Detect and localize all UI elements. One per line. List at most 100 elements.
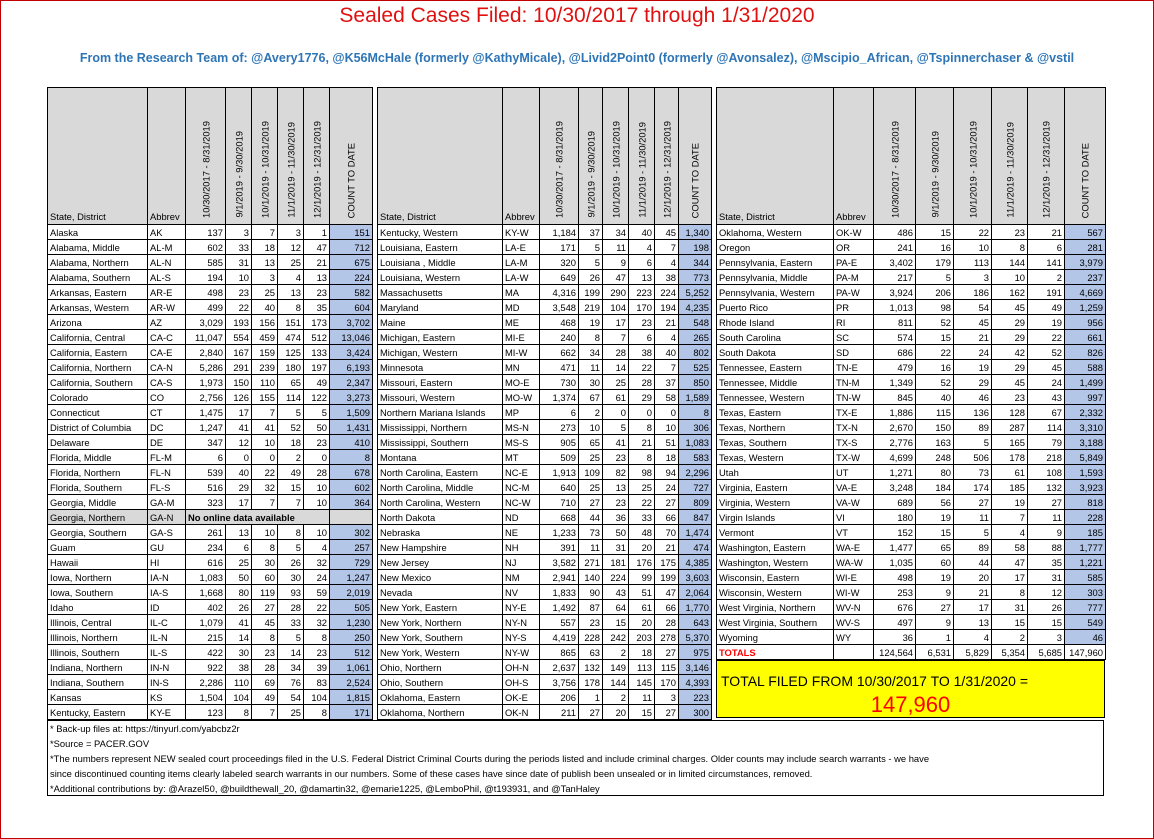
district-name: Tennessee, Eastern [716, 359, 834, 375]
district-name: Missouri, Eastern [377, 374, 503, 390]
district-name: Virginia, Eastern [716, 479, 834, 495]
period-count: 2,637 [539, 659, 579, 675]
period-count: 19 [915, 569, 954, 585]
period-count: 4 [654, 329, 679, 345]
period-count: 165 [991, 434, 1028, 450]
period-count: 2,776 [873, 434, 916, 450]
period-count: 21 [654, 539, 679, 555]
count-to-date: 548 [678, 314, 712, 330]
period-count: 24 [303, 569, 330, 585]
district-name: Wisconsin, Eastern [716, 569, 834, 585]
count-to-date: 237 [1064, 269, 1106, 285]
table-row: Northern Mariana Islands MP 6 2 0 0 0 8 [377, 404, 712, 420]
district-name: Alabama, Northern [47, 254, 148, 270]
period-count: 132 [1027, 479, 1065, 495]
period-count: 20 [628, 614, 655, 630]
period-count: 13 [225, 524, 252, 540]
district-abbrev: KY-W [502, 224, 540, 240]
district-name: Arkansas, Western [47, 299, 148, 315]
period-count: 49 [1027, 299, 1065, 315]
period-count: 602 [185, 239, 226, 255]
period-count: 25 [277, 254, 304, 270]
header-period-5: 12/1/2019 - 12/31/2019 [1027, 87, 1065, 225]
district-name: Idaho [47, 599, 148, 615]
period-count: 3 [654, 689, 679, 705]
period-count: 19 [578, 314, 603, 330]
district-abbrev: AR-E [147, 284, 186, 300]
count-to-date: 13,046 [329, 329, 373, 345]
header-period-4: 11/1/2019 - 11/30/2019 [628, 87, 655, 225]
table-row: Alaska AK 137 3 7 3 1 151 [47, 224, 373, 240]
period-count: 178 [578, 674, 603, 690]
period-count: 0 [654, 404, 679, 420]
table-row: Illinois, Southern IL-S 422 30 23 14 23 512 [47, 644, 373, 660]
period-count: 128 [991, 404, 1028, 420]
count-to-date: 1,230 [329, 614, 373, 630]
district-name: Georgia, Northern [47, 509, 148, 525]
period-count: 65 [277, 374, 304, 390]
period-count: 8 [991, 239, 1028, 255]
period-count: 17 [602, 314, 629, 330]
count-to-date: 1,593 [1064, 464, 1106, 480]
table-row: Wyoming WY 36 1 4 2 3 46 [716, 629, 1106, 645]
period-count: 31 [225, 254, 252, 270]
period-count: 22 [628, 494, 655, 510]
district-abbrev: OK-W [833, 224, 874, 240]
table-row: New Mexico NM 2,941 140 224 99 199 3,603 [377, 569, 712, 585]
header-abbrev: Abbrev [502, 87, 540, 225]
count-to-date: 4,235 [678, 299, 712, 315]
period-count: 162 [991, 284, 1028, 300]
district-abbrev: ME [502, 314, 540, 330]
period-count: 137 [185, 224, 226, 240]
count-to-date: 1,061 [329, 659, 373, 675]
table-row: South Carolina SC 574 15 21 29 22 661 [716, 329, 1106, 345]
period-count: 115 [915, 404, 954, 420]
period-count: 2 [277, 449, 304, 465]
period-count: 7 [251, 704, 278, 720]
table-row: Missouri, Western MO-W 1,374 67 61 29 58 1,589 [377, 389, 712, 405]
period-count: 40 [915, 389, 954, 405]
table-row: Mississippi, Northern MS-N 273 10 5 8 10 306 [377, 419, 712, 435]
district-abbrev: WV-N [833, 599, 874, 615]
period-count: 459 [251, 329, 278, 345]
district-name: Nebraska [377, 524, 503, 540]
count-to-date: 3,424 [329, 344, 373, 360]
period-count: 21 [628, 434, 655, 450]
period-count: 12 [1027, 584, 1065, 600]
header-count: COUNT TO DATE [329, 87, 373, 225]
period-count: 23 [578, 614, 603, 630]
district-name: Texas, Northern [716, 419, 834, 435]
period-count: 104 [303, 689, 330, 705]
period-count: 4 [277, 269, 304, 285]
period-count: 12 [225, 434, 252, 450]
table-row: Kentucky, Eastern KY-E 123 8 7 25 8 171 [47, 704, 373, 720]
header-period-label: 12/1/2019 - 12/31/2019 [1040, 121, 1052, 218]
period-count: 6 [185, 449, 226, 465]
period-count: 26 [1027, 599, 1065, 615]
footnote-backup: * Back-up files at: https://tinyurl.com/… [50, 723, 240, 734]
header-count: COUNT TO DATE [678, 87, 712, 225]
period-count: 28 [602, 344, 629, 360]
period-count: 15 [915, 524, 954, 540]
period-count: 59 [303, 584, 330, 600]
period-count: 73 [953, 464, 992, 480]
header-state-label: State, District [50, 211, 106, 222]
count-to-date: 549 [1064, 614, 1106, 630]
district-abbrev: OR [833, 239, 874, 255]
period-count: 60 [915, 554, 954, 570]
period-count: 41 [602, 434, 629, 450]
period-count: 109 [578, 464, 603, 480]
district-abbrev: PR [833, 299, 874, 315]
period-count: 278 [654, 629, 679, 645]
district-name: Delaware [47, 434, 148, 450]
period-count: 46 [953, 389, 992, 405]
period-count: 26 [277, 554, 304, 570]
period-count: 2,941 [539, 569, 579, 585]
header-abbrev-label: Abbrev [836, 211, 866, 222]
district-name: California, Eastern [47, 344, 148, 360]
period-count: 140 [578, 569, 603, 585]
period-count: 662 [539, 344, 579, 360]
count-to-date: 727 [678, 479, 712, 495]
table-row: Maine ME 468 19 17 23 21 548 [377, 314, 712, 330]
district-name: California, Central [47, 329, 148, 345]
